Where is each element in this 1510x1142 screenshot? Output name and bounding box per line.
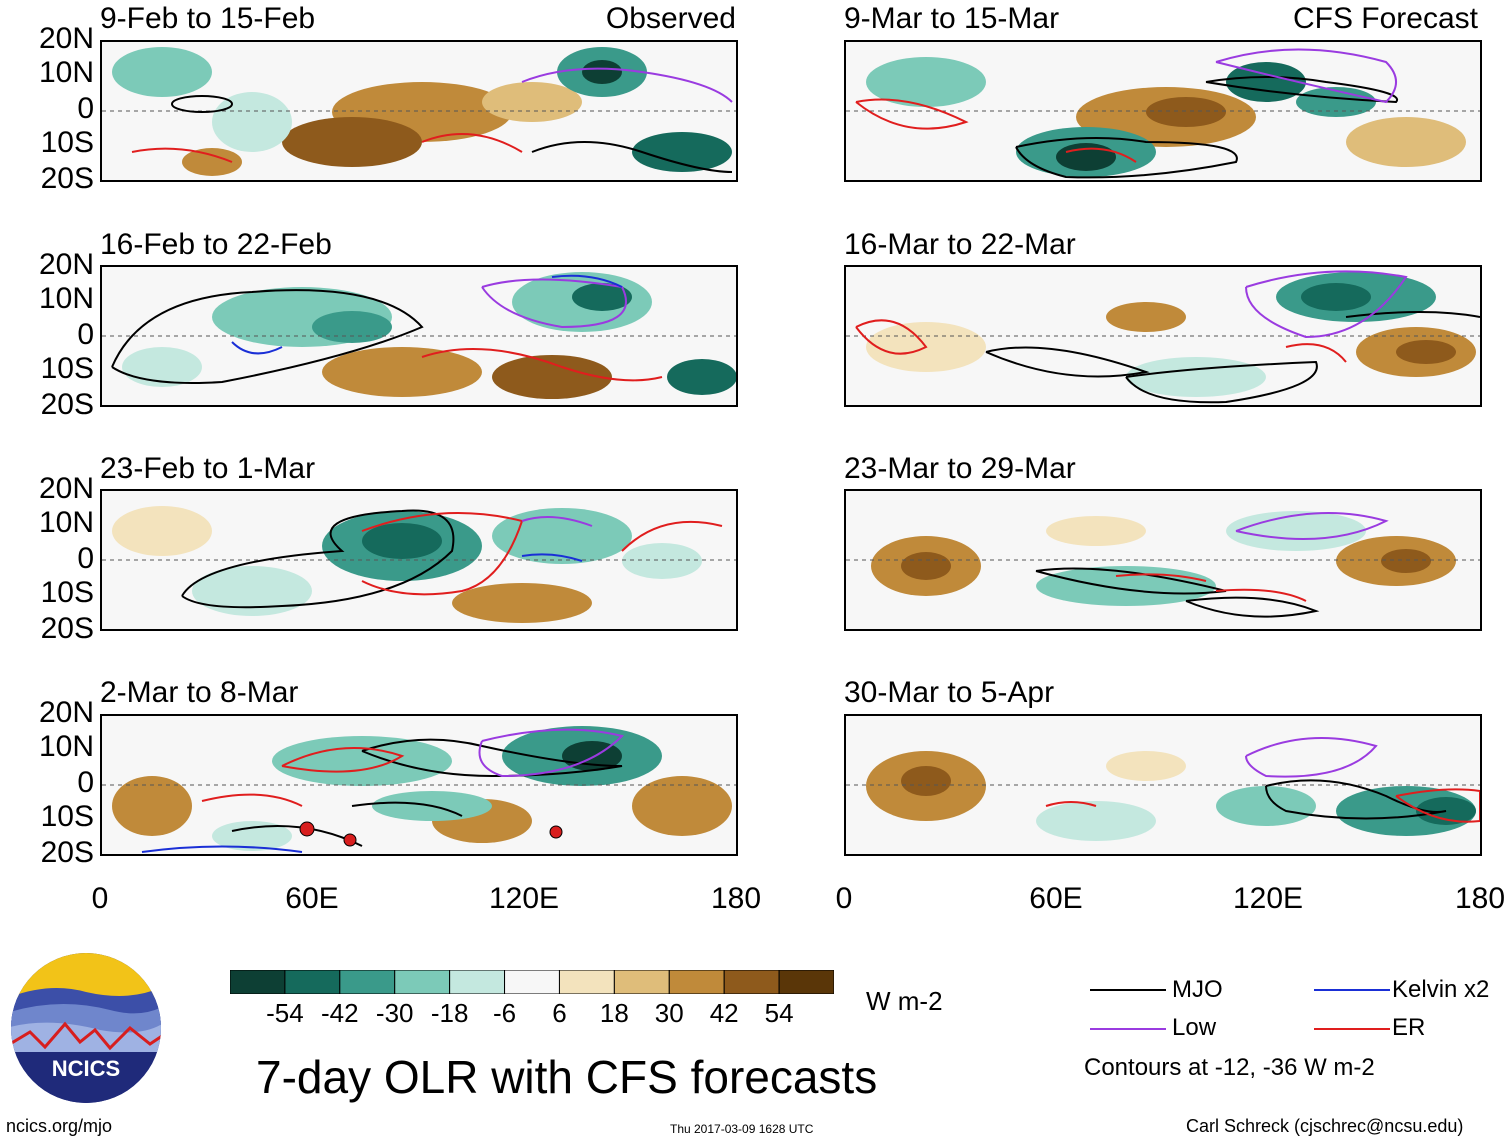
lat-label: 20S: [40, 162, 94, 195]
colorbar-tick-label: 6: [552, 998, 567, 1028]
lon-label: 0: [91, 882, 109, 915]
colorbar-swatch: [284, 969, 341, 995]
colorbar-tick-label: -18: [430, 998, 469, 1028]
lat-label: 10N: [38, 730, 94, 763]
legend-line-low: [1090, 1028, 1166, 1030]
colorbar-tick-label: -54: [266, 998, 304, 1028]
legend-low: Low: [1172, 1014, 1217, 1041]
panel-title-left-4: 2-Mar to 8-Mar: [100, 676, 299, 709]
lat-label: 10N: [38, 56, 94, 89]
lat-label: 0: [77, 92, 94, 125]
lat-label: 10N: [38, 282, 94, 315]
panel-title-left-3: 23-Feb to 1-Mar: [100, 452, 316, 485]
observed-label: Observed: [605, 2, 736, 35]
colorbar-swatch: [723, 969, 780, 995]
lat-label: 0: [77, 318, 94, 351]
olr-map-left-1: [100, 40, 738, 182]
lat-label: 10S: [40, 352, 94, 385]
units-label: W m-2: [866, 986, 943, 1016]
main-title: 7-day OLR with CFS forecasts: [256, 1051, 878, 1103]
colorbar-swatch: [668, 969, 725, 995]
panel-title-left-1: 9-Feb to 15-Feb: [100, 2, 316, 35]
lat-label: 20S: [40, 612, 94, 645]
olr-map-left-2: [100, 265, 738, 407]
panel-title-right-1: 9-Mar to 15-Mar: [844, 2, 1060, 35]
colorbar-swatch: [613, 969, 670, 995]
colorbar-swatch: [778, 969, 835, 995]
colorbar-swatch: [504, 969, 560, 995]
colorbar-tick-label: 30: [654, 998, 684, 1028]
lat-label: 20N: [38, 248, 94, 281]
colorbar-swatch: [339, 969, 396, 995]
colorbar-swatch: [229, 969, 286, 995]
colorbar-swatch: [449, 969, 506, 995]
lat-label: 20S: [40, 388, 94, 421]
colorbar-tick-label: 18: [599, 998, 629, 1028]
lon-label: 60E: [285, 882, 339, 915]
legend-er: ER: [1392, 1014, 1426, 1041]
colorbar-tick-label: -30: [375, 998, 414, 1028]
lat-label: 10S: [40, 800, 94, 833]
legend-line-mjo: [1090, 989, 1166, 991]
lat-label: 10N: [38, 506, 94, 539]
logo-text: NCICS: [52, 1056, 120, 1081]
colorbar-swatch: [394, 969, 451, 995]
colorbar-tick-label: -42: [321, 998, 359, 1028]
legend-line-kelvin: [1314, 989, 1390, 991]
olr-map-left-3: [100, 489, 738, 631]
colorbar-tick-label: -6: [492, 998, 517, 1028]
lat-label: 10S: [40, 126, 94, 159]
colorbar-tick-label: 42: [709, 998, 739, 1028]
olr-map-right-2: [844, 265, 1482, 407]
panel-title-right-3: 23-Mar to 29-Mar: [844, 452, 1076, 485]
lat-label: 0: [77, 542, 94, 575]
lon-label: 180: [1454, 882, 1506, 915]
contours-note: Contours at -12, -36 W m-2: [1084, 1054, 1375, 1081]
legend-line-er: [1314, 1028, 1390, 1030]
colorbar-swatch: [558, 969, 615, 995]
footer-timestamp: Thu 2017-03-09 1628 UTC: [670, 1122, 814, 1136]
legend-mjo: MJO: [1172, 976, 1223, 1003]
lat-label: 10S: [40, 576, 94, 609]
lat-label: 0: [77, 766, 94, 799]
lat-label: 20S: [40, 836, 94, 869]
footer-author: Carl Schreck (cjschrec@ncsu.edu): [1186, 1116, 1464, 1136]
colorbar: [229, 969, 835, 995]
ncics-logo: NCICS: [10, 952, 162, 1104]
lon-label: 0: [835, 882, 853, 915]
panel-title-right-4: 30-Mar to 5-Apr: [844, 676, 1055, 709]
footer-url[interactable]: ncics.org/mjo: [6, 1116, 113, 1136]
lon-label: 180: [710, 882, 762, 915]
lat-label: 20N: [38, 472, 94, 505]
legend-kelvin: Kelvin x2: [1392, 976, 1490, 1003]
lon-label: 120E: [488, 882, 560, 915]
panel-title-right-2: 16-Mar to 22-Mar: [844, 228, 1076, 261]
panel-title-left-2: 16-Feb to 22-Feb: [100, 228, 332, 261]
cfs-forecast-label: CFS Forecast: [1292, 2, 1478, 35]
lon-label: 60E: [1029, 882, 1083, 915]
olr-map-left-4: [100, 714, 738, 856]
lat-label: 20N: [38, 22, 94, 55]
olr-map-right-4: [844, 714, 1482, 856]
lat-label: 20N: [38, 696, 94, 729]
colorbar-tick-label: 54: [764, 998, 794, 1028]
olr-map-right-3: [844, 489, 1482, 631]
lon-label: 120E: [1232, 882, 1304, 915]
olr-map-right-1: [844, 40, 1482, 182]
